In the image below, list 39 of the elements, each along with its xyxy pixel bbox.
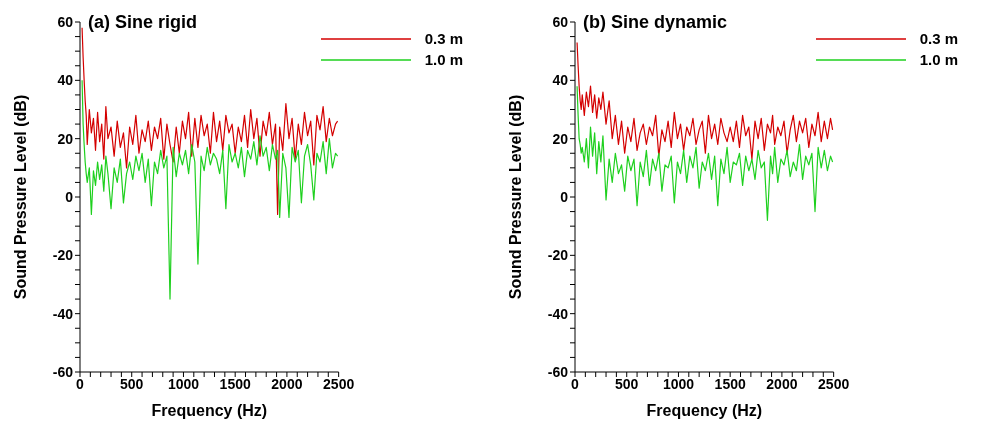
text: 1.0 m [424, 51, 463, 68]
x-tick-label: 2500 [818, 375, 850, 392]
line-series [576, 41, 834, 160]
y-tick-label: -60 [547, 363, 569, 380]
y-tick-label: -40 [52, 305, 74, 322]
y-tick-label: 0 [65, 188, 74, 205]
text: 1.0 m [919, 51, 958, 68]
y-tick-label: -20 [547, 247, 569, 264]
line-series [81, 79, 339, 300]
x-tick-label: 500 [120, 375, 144, 392]
x-tick-label: 500 [615, 375, 639, 392]
chart-title: (a) Sine rigid [88, 12, 198, 33]
text: 0.3 m [424, 30, 463, 47]
x-axis-title: Frequency (Hz) [646, 402, 763, 419]
line-series [576, 85, 834, 221]
x-tick-label: 2000 [271, 375, 303, 392]
y-tick-label: 40 [552, 72, 569, 89]
chart-title: (b) Sine dynamic [583, 12, 728, 33]
x-tick-label: 2500 [323, 375, 355, 392]
y-tick-label: 60 [552, 13, 569, 30]
x-tick-label: 1000 [167, 375, 200, 392]
x-tick-label: 1500 [219, 375, 251, 392]
x-tick-label: 1500 [714, 375, 746, 392]
x-tick-label: 0 [571, 375, 580, 392]
text: 0.3 m [919, 30, 958, 47]
y-tick-label: 60 [57, 13, 74, 30]
y-tick-label: 0 [560, 188, 569, 205]
y-tick-label: -40 [547, 305, 569, 322]
y-tick-label: 20 [552, 130, 569, 147]
x-tick-label: 2000 [766, 375, 798, 392]
y-tick-label: 20 [57, 130, 74, 147]
y-tick-label: 40 [57, 72, 74, 89]
y-tick-label: -20 [52, 247, 74, 264]
x-tick-label: 1000 [662, 375, 695, 392]
x-axis-title: Frequency (Hz) [151, 402, 268, 419]
y-tick-label: -60 [52, 363, 74, 380]
y-axis-title: Sound Pressure Level (dB) [11, 94, 29, 300]
x-tick-label: 0 [76, 375, 85, 392]
y-axis-title: Sound Pressure Level (dB) [506, 94, 524, 300]
